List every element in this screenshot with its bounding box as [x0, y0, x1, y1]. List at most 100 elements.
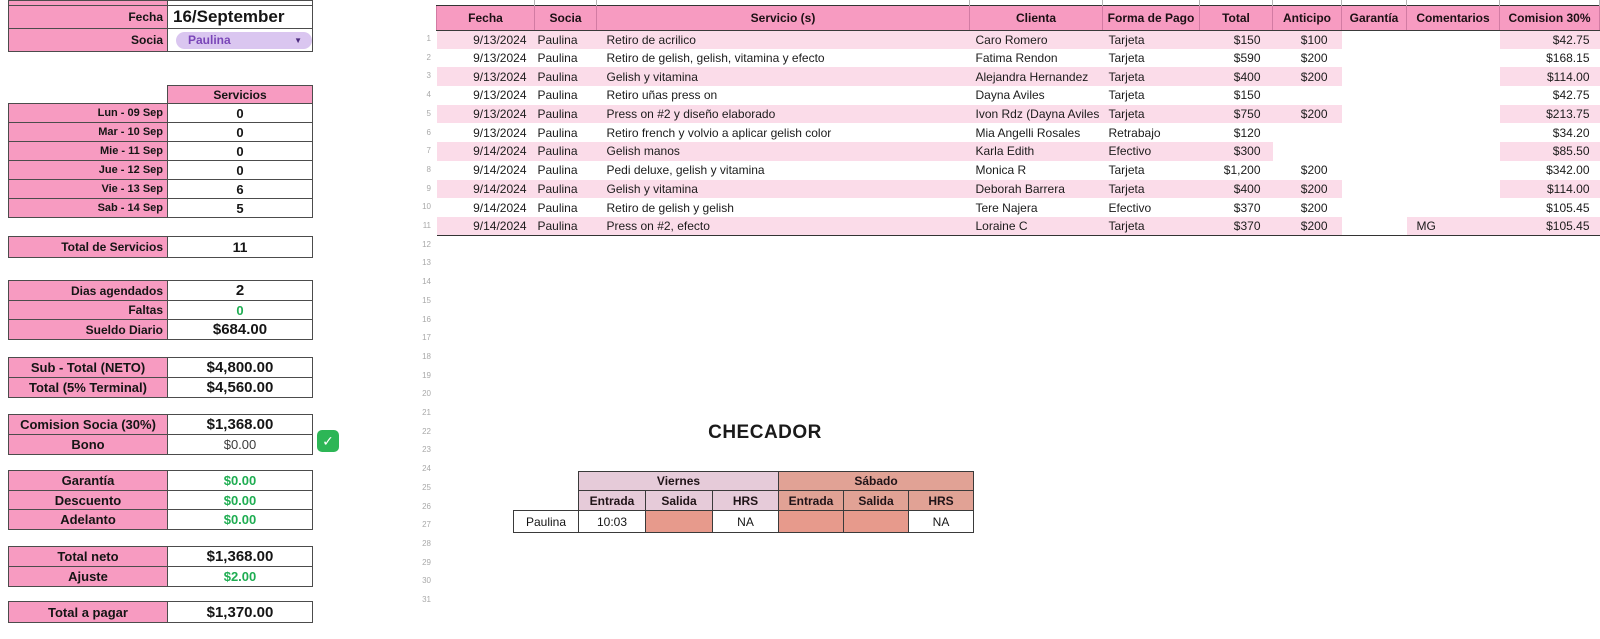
cell-clienta[interactable]: Deborah Barrera: [969, 179, 1103, 199]
cell-clienta[interactable]: Loraine C: [969, 216, 1103, 237]
cell-servicio[interactable]: Press on #2 y diseño elaborado: [596, 104, 970, 124]
cell-clienta[interactable]: Ivon Rdz (Dayna Aviles: [969, 104, 1103, 124]
cell-socia[interactable]: Paulina: [537, 200, 578, 215]
cell-comision[interactable]: $114.00: [1499, 179, 1600, 199]
cell-servicio[interactable]: Gelish y vitamina: [596, 67, 970, 87]
column-header-socia[interactable]: Socia: [534, 4, 597, 31]
cell-garantia[interactable]: [1342, 86, 1407, 105]
cell-forma[interactable]: Tarjeta: [1102, 104, 1200, 124]
socia-dropdown[interactable]: Paulina ▼: [176, 31, 312, 49]
cell-total[interactable]: $1,200: [1223, 163, 1261, 178]
cell-clienta[interactable]: Alejandra Hernandez: [969, 67, 1103, 87]
summary-value-cell[interactable]: 0: [167, 300, 313, 320]
cell-forma[interactable]: Tarjeta: [1102, 216, 1200, 237]
cell-socia[interactable]: Paulina: [534, 216, 597, 237]
summary-value-cell[interactable]: $4,560.00: [167, 377, 313, 398]
cell-comentarios[interactable]: [1407, 86, 1500, 105]
summary-value-cell[interactable]: $1,368.00: [167, 546, 313, 567]
cell-servicio[interactable]: Retiro french y volvio a aplicar gelish …: [606, 125, 832, 140]
cell-servicio[interactable]: Retiro de gelish, gelish, vitamina y efe…: [606, 51, 825, 66]
cell-fecha[interactable]: 9/14/2024: [436, 216, 535, 237]
cell-clienta[interactable]: Tere Najera: [975, 200, 1038, 215]
cell-fecha[interactable]: 9/13/2024: [436, 104, 535, 124]
summary-value-cell[interactable]: $0.00: [167, 490, 313, 510]
cell-fecha[interactable]: 9/14/2024: [473, 200, 527, 215]
day-value-cell[interactable]: 6: [167, 179, 313, 199]
cell-comision[interactable]: $85.50: [1499, 142, 1600, 161]
cell-socia[interactable]: Paulina: [537, 88, 578, 103]
cell-garantia[interactable]: [1342, 198, 1407, 217]
cell-total[interactable]: $750: [1199, 104, 1273, 124]
column-header-fecha[interactable]: Fecha: [436, 4, 535, 31]
cell-comentarios[interactable]: [1407, 49, 1500, 68]
cell-anticipo[interactable]: $200: [1300, 163, 1328, 178]
cell-fecha[interactable]: 9/13/2024: [436, 67, 535, 87]
cell-anticipo[interactable]: $200: [1272, 179, 1342, 199]
viernes-hrs-cell[interactable]: NA: [712, 510, 779, 533]
day-value-cell[interactable]: 0: [167, 141, 313, 161]
summary-value-cell[interactable]: $2.00: [167, 566, 313, 587]
cell-forma[interactable]: Efectivo: [1108, 200, 1152, 215]
cell-socia[interactable]: Paulina: [537, 51, 578, 66]
cell-garantia[interactable]: [1342, 161, 1407, 180]
cell-total[interactable]: $590: [1233, 51, 1261, 66]
cell-forma[interactable]: Tarjeta: [1108, 51, 1145, 66]
cell-comision[interactable]: $114.00: [1499, 67, 1600, 87]
cell-comentarios[interactable]: [1407, 67, 1500, 86]
cell-comision[interactable]: $42.75: [1499, 30, 1600, 49]
cell-total[interactable]: $150: [1233, 88, 1261, 103]
column-header-servicio[interactable]: Servicio (s): [596, 4, 970, 31]
summary-value-cell[interactable]: $0.00: [167, 470, 313, 491]
summary-value-cell[interactable]: $0.00: [167, 434, 313, 455]
cell-fecha[interactable]: 9/13/2024: [473, 51, 527, 66]
total-servicios-value-cell[interactable]: 11: [167, 236, 313, 258]
cell-servicio[interactable]: Pedi deluxe, gelish y vitamina: [606, 163, 765, 178]
cell-total[interactable]: $120: [1233, 125, 1261, 140]
summary-value-cell[interactable]: $4,800.00: [167, 357, 313, 378]
cell-anticipo[interactable]: [1273, 86, 1342, 105]
cell-clienta[interactable]: Dayna Aviles: [975, 88, 1045, 103]
cell-garantia[interactable]: [1342, 49, 1407, 68]
cell-fecha[interactable]: 9/13/2024: [473, 88, 527, 103]
cell-total[interactable]: $300: [1199, 142, 1273, 161]
cell-garantia[interactable]: [1342, 123, 1407, 142]
sabado-entrada-cell[interactable]: [778, 510, 844, 533]
cell-garantia[interactable]: [1342, 30, 1407, 49]
cell-anticipo[interactable]: $200: [1272, 216, 1342, 237]
cell-comision[interactable]: $42.75: [1552, 88, 1590, 103]
cell-comentarios[interactable]: [1407, 123, 1500, 142]
cell-comision[interactable]: $105.45: [1546, 200, 1590, 215]
viernes-entrada-cell[interactable]: 10:03: [578, 510, 646, 533]
cell-fecha[interactable]: 9/14/2024: [436, 142, 535, 161]
summary-value-cell[interactable]: $0.00: [167, 509, 313, 530]
summary-value-cell[interactable]: $1,370.00: [167, 601, 313, 623]
column-header-anticipo[interactable]: Anticipo: [1272, 4, 1342, 31]
cell-garantia[interactable]: [1342, 180, 1407, 199]
sabado-salida-cell[interactable]: [843, 510, 909, 533]
cell-anticipo[interactable]: $200: [1300, 51, 1328, 66]
cell-comentarios[interactable]: MG: [1406, 216, 1500, 237]
cell-socia[interactable]: Paulina: [534, 142, 597, 161]
cell-total[interactable]: $370: [1233, 200, 1261, 215]
cell-comision[interactable]: $213.75: [1499, 104, 1600, 124]
column-header-total[interactable]: Total: [1199, 4, 1273, 31]
cell-forma[interactable]: Tarjeta: [1102, 67, 1200, 87]
cell-comentarios[interactable]: [1407, 105, 1500, 124]
cell-socia[interactable]: Paulina: [534, 179, 597, 199]
cell-clienta[interactable]: Mia Angelli Rosales: [975, 125, 1081, 140]
cell-forma[interactable]: Tarjeta: [1102, 30, 1200, 49]
cell-forma[interactable]: Efectivo: [1102, 142, 1200, 161]
cell-fecha[interactable]: 9/14/2024: [436, 179, 535, 199]
cell-socia[interactable]: Paulina: [537, 125, 578, 140]
cell-comentarios[interactable]: [1407, 198, 1500, 217]
cell-forma[interactable]: Retrabajo: [1108, 125, 1161, 140]
cell-clienta[interactable]: Fatima Rendon: [975, 51, 1058, 66]
cell-fecha[interactable]: 9/14/2024: [473, 163, 527, 178]
cell-anticipo[interactable]: $200: [1272, 67, 1342, 87]
cell-garantia[interactable]: [1342, 67, 1407, 86]
cell-anticipo[interactable]: $100: [1272, 30, 1342, 49]
cell-garantia[interactable]: [1341, 216, 1407, 237]
checador-name-cell[interactable]: Paulina: [513, 510, 579, 533]
day-value-cell[interactable]: 0: [167, 122, 313, 142]
cell-total[interactable]: $150: [1199, 30, 1273, 49]
